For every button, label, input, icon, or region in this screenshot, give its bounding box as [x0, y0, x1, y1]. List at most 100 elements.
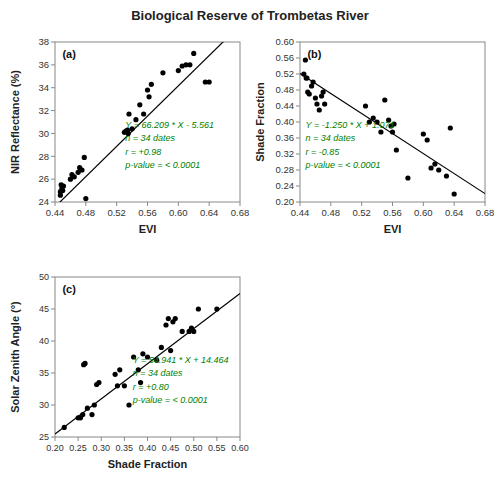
scatter-point [436, 167, 441, 172]
x-tick-label: 0.60 [231, 443, 249, 453]
scatter-point [117, 367, 122, 372]
y-tick [296, 170, 300, 171]
annotation: p-value = < 0.0001 [132, 395, 208, 405]
x-tick-label: 0.68 [476, 207, 495, 218]
plot-area [300, 57, 485, 196]
y-tick [296, 122, 300, 123]
scatter-point [79, 167, 84, 172]
x-tick [55, 437, 56, 441]
y-tick-label: 28 [38, 151, 49, 162]
x-tick [78, 437, 79, 441]
y-tick-label: 35 [39, 368, 49, 378]
scatter-point [126, 402, 131, 407]
scatter-point [146, 94, 151, 99]
y-tick-label: 0.44 [276, 100, 295, 111]
x-tick-label: 0.50 [185, 443, 203, 453]
scatter-point [122, 383, 127, 388]
y-tick [51, 202, 55, 203]
scatter-point [382, 97, 387, 102]
x-tick-label: 0.25 [69, 443, 87, 453]
y-tick [296, 42, 300, 43]
x-tick [147, 202, 148, 206]
scatter-point [317, 107, 322, 112]
y-tick-label: 45 [39, 304, 49, 314]
y-tick-label: 50 [39, 272, 49, 282]
x-tick-label: 0.60 [169, 207, 188, 218]
annotation: p-value = < 0.0001 [305, 160, 381, 170]
scatter-point [160, 70, 165, 75]
x-tick [392, 202, 393, 206]
plot-area [55, 293, 240, 434]
y-tick [51, 42, 55, 43]
x-tick [240, 437, 241, 441]
y-tick [51, 110, 55, 111]
x-tick-label: 0.64 [445, 207, 464, 218]
y-tick [51, 373, 55, 374]
annotation: n = 34 dates [125, 133, 175, 143]
x-tick-label: 0.48 [77, 207, 96, 218]
scatter-point [82, 155, 87, 160]
y-tick-label: 0.60 [276, 36, 295, 47]
scatter-point [394, 147, 399, 152]
scatter-point [191, 51, 196, 56]
scatter-point [421, 131, 426, 136]
scatter-point [137, 102, 142, 107]
panel: 0.440.480.520.560.600.640.680.200.240.28… [254, 36, 494, 235]
y-tick-label: 36 [38, 59, 49, 70]
x-tick [147, 437, 148, 441]
scatter-point [115, 383, 120, 388]
scatter-point [191, 329, 196, 334]
y-tick-label: 0.52 [276, 68, 295, 79]
plot-area [55, 42, 240, 202]
scatter-point [166, 316, 171, 321]
y-tick [51, 156, 55, 157]
x-tick [170, 437, 171, 441]
y-tick [296, 186, 300, 187]
scatter-point [311, 79, 316, 84]
scatter-point [92, 402, 97, 407]
y-tick-label: 24 [38, 196, 49, 207]
annotation: Y = 66.209 * X - 5.561 [125, 120, 214, 130]
regression-line [55, 42, 240, 202]
x-tick [193, 437, 194, 441]
y-tick-label: 30 [39, 400, 49, 410]
scatter-point [149, 82, 154, 87]
scatter-point [214, 306, 219, 311]
x-axis-label: Shade Fraction [108, 458, 188, 470]
y-tick [51, 87, 55, 88]
scatter-point [363, 103, 368, 108]
scatter-point [307, 91, 312, 96]
scatter-point [82, 361, 87, 366]
x-axis-label: EVI [139, 223, 157, 235]
y-tick [51, 133, 55, 134]
x-tick-label: 0.52 [107, 207, 126, 218]
x-tick-label: 0.20 [46, 443, 64, 453]
x-tick-label: 0.60 [414, 207, 433, 218]
x-tick [423, 202, 424, 206]
x-tick-label: 0.56 [138, 207, 157, 218]
y-axis-label: NIR Reflectance (%) [9, 70, 21, 174]
regression-line [300, 74, 485, 194]
x-tick-label: 0.52 [352, 207, 371, 218]
y-tick-label: 30 [38, 128, 49, 139]
scatter-point [425, 137, 430, 142]
chart-root: Biological Reserve of Trombetas River0.4… [0, 0, 500, 499]
y-tick-label: 0.20 [276, 196, 295, 207]
y-tick-label: 25 [39, 432, 49, 442]
scatter-point [62, 425, 67, 430]
x-tick [454, 202, 455, 206]
y-tick-label: 0.48 [276, 84, 295, 95]
annotation: Y = 54.941 * X + 14.464 [133, 355, 229, 365]
y-tick-label: 32 [38, 105, 49, 116]
regression-line [55, 293, 240, 434]
scatter-point [405, 175, 410, 180]
scatter-point [432, 161, 437, 166]
scatter-point [85, 406, 90, 411]
scatter-point [113, 372, 118, 377]
y-tick-label: 0.56 [276, 52, 295, 63]
x-tick [55, 202, 56, 206]
y-tick-label: 38 [38, 36, 49, 47]
scatter-point [145, 87, 150, 92]
y-tick [51, 341, 55, 342]
x-tick [85, 202, 86, 206]
